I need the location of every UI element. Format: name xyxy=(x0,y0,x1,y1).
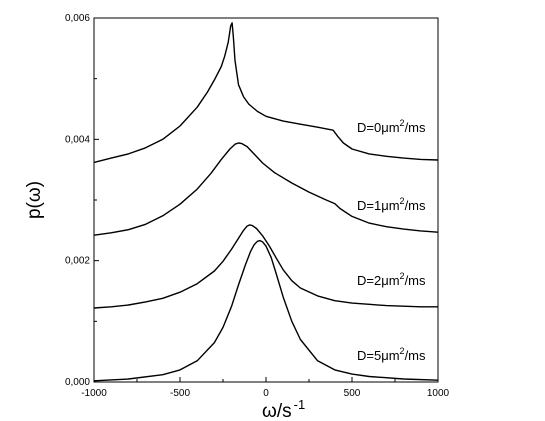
series-label-exponent: 2 xyxy=(400,118,405,128)
series-label-prefix: D=0 xyxy=(357,120,381,135)
axis-ticks: -1000 -500 0 500 1000 0,000 0,002 0,004 0,006 xyxy=(65,13,450,399)
series-label-unit: μm xyxy=(381,273,399,288)
series-line xyxy=(93,224,438,309)
curve-labels: D=0μm2/msD=1μm2/msD=2μm2/msD=5μm2/ms xyxy=(357,118,426,363)
series-label: D=2μm2/ms xyxy=(357,271,426,288)
series-label-prefix: D=1 xyxy=(357,198,381,213)
series-label-exponent: 2 xyxy=(400,196,405,206)
series-label-unit: μm xyxy=(381,120,399,135)
x-axis-title-superscript: -1 xyxy=(294,397,306,412)
x-axis-title: ω/s -1 xyxy=(262,397,305,421)
y-tick-label: 0,006 xyxy=(65,13,90,24)
x-tick-label: 1000 xyxy=(427,388,450,399)
series-line xyxy=(93,142,439,236)
series-label-unit: μm xyxy=(381,348,399,363)
series-label-unit: μm xyxy=(381,198,399,213)
series-line xyxy=(93,239,439,382)
series-label: D=1μm2/ms xyxy=(357,196,426,213)
x-tick-label: -1000 xyxy=(81,388,107,399)
x-axis-title-main: ω/s xyxy=(262,401,292,421)
series-line xyxy=(93,22,439,164)
x-tick-label: 0 xyxy=(263,388,269,399)
x-tick-label: 500 xyxy=(344,388,361,399)
series-label-prefix: D=2 xyxy=(357,273,381,288)
y-tick-label: 0,002 xyxy=(65,256,90,267)
series-label-suffix: /ms xyxy=(405,273,426,288)
series-label-exponent: 2 xyxy=(400,271,405,281)
series-label: D=5μm2/ms xyxy=(357,346,426,363)
y-tick-label: 0,000 xyxy=(65,377,90,388)
series-label-suffix: /ms xyxy=(405,348,426,363)
series-label: D=0μm2/ms xyxy=(357,118,426,135)
series-label-exponent: 2 xyxy=(400,346,405,356)
y-tick-label: 0,004 xyxy=(65,134,90,145)
y-axis-title: p(ω) xyxy=(24,181,45,219)
curves xyxy=(93,22,439,382)
series-label-suffix: /ms xyxy=(405,120,426,135)
x-tick-label: -500 xyxy=(170,388,190,399)
series-label-prefix: D=5 xyxy=(357,348,381,363)
series-label-suffix: /ms xyxy=(405,198,426,213)
